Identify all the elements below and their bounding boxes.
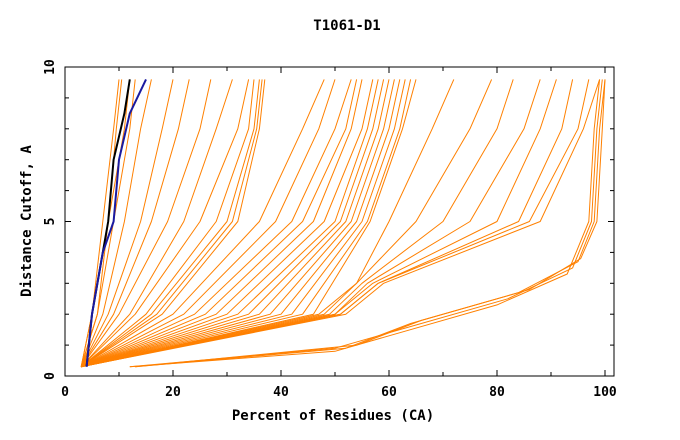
series-line — [81, 79, 395, 368]
y-axis-label: Distance Cutoff, A — [19, 145, 35, 297]
x-tick-labels: 0 20 40 60 80 100 — [61, 385, 617, 400]
x-tick-label: 100 — [593, 385, 617, 400]
series-line — [81, 79, 601, 368]
series-line — [81, 79, 406, 368]
series-lines — [80, 78, 606, 368]
series-line — [80, 79, 212, 367]
y-tick-label: 5 — [43, 218, 58, 226]
series-line — [81, 79, 374, 368]
series-line — [85, 78, 147, 367]
series-line — [81, 79, 401, 368]
series-line — [80, 79, 174, 367]
series-line — [81, 79, 514, 368]
x-tick-label: 0 — [61, 385, 69, 400]
series-line — [81, 79, 557, 368]
series-line — [135, 79, 606, 368]
x-tick-label: 60 — [381, 385, 397, 400]
axis-ticks — [64, 66, 614, 377]
series-line — [81, 79, 417, 368]
series-line — [81, 79, 455, 368]
series-line — [81, 79, 379, 368]
series-line — [80, 79, 190, 367]
series-line — [80, 79, 260, 368]
series-line — [80, 79, 255, 368]
series-line — [80, 79, 325, 368]
series-line — [81, 79, 412, 368]
y-tick-label: 10 — [43, 59, 58, 75]
x-tick-label: 40 — [273, 385, 289, 400]
series-line — [81, 79, 541, 368]
series-line — [80, 79, 352, 368]
y-tick-label: 0 — [43, 372, 58, 380]
series-line — [80, 79, 123, 367]
series-line — [135, 79, 606, 368]
y-tick-labels: 0 5 10 — [43, 59, 58, 380]
series-line — [81, 79, 385, 368]
series-line — [80, 79, 266, 368]
series-line — [81, 79, 493, 368]
series-line — [80, 79, 152, 367]
chart-title: T1061-D1 — [313, 18, 380, 34]
series-line — [80, 79, 263, 368]
x-tick-label: 20 — [165, 385, 181, 400]
series-line — [81, 79, 358, 368]
x-axis-label: Percent of Residues (CA) — [232, 408, 434, 424]
plot-frame — [64, 66, 615, 377]
x-tick-label: 80 — [489, 385, 505, 400]
series-line — [81, 79, 390, 368]
series-line — [80, 79, 336, 368]
series-line — [80, 79, 250, 368]
series-line — [81, 79, 363, 368]
series-line — [81, 79, 590, 368]
series-line — [80, 79, 233, 368]
